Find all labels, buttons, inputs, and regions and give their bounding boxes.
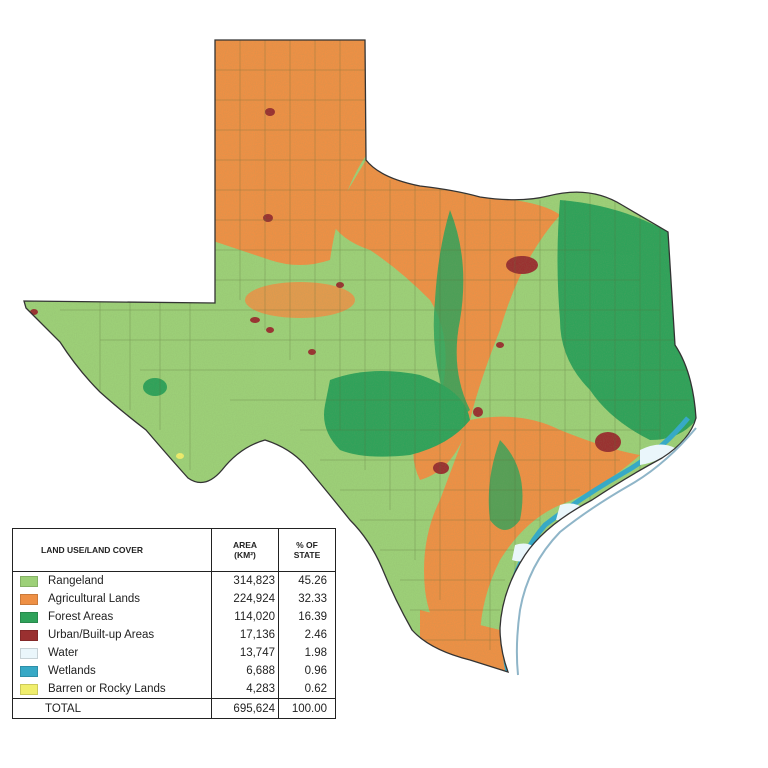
legend-header-pct: % OF STATE — [278, 528, 336, 572]
rangeland-swatch — [20, 575, 38, 587]
legend-label: Water — [48, 647, 79, 660]
legend-header-pct-line1: % OF — [296, 540, 318, 550]
legend-label: Agricultural Lands — [48, 593, 141, 606]
legend-pct: 0.62 — [278, 680, 336, 699]
legend-row-rangeland: Rangeland 314,823 45.26 — [13, 571, 336, 591]
legend-total-row: TOTAL 695,624 100.00 — [12, 698, 336, 719]
legend-area: 17,136 — [211, 626, 279, 645]
legend-area: 314,823 — [211, 571, 279, 591]
agricultural-swatch — [20, 593, 38, 605]
legend-pct: 0.96 — [278, 662, 336, 681]
urban-area — [515, 572, 525, 578]
legend-row-wetlands: Wetlands 6,688 0.96 — [13, 662, 336, 681]
legend-row-agricultural: Agricultural Lands 224,924 32.33 — [13, 590, 336, 609]
legend-label: Barren or Rocky Lands — [48, 683, 166, 696]
forest-swatch — [20, 611, 38, 623]
legend-row-urban: Urban/Built-up Areas 17,136 2.46 — [13, 626, 336, 645]
legend-header-row: LAND USE/LAND COVER AREA (km²) % OF STAT… — [12, 528, 336, 572]
legend-row-water: Water 13,747 1.98 — [13, 644, 336, 663]
legend-header-area: AREA (km²) — [211, 528, 279, 572]
legend-header-area-line2: (km²) — [234, 550, 256, 560]
legend-total-pct: 100.00 — [278, 698, 336, 719]
legend-header-pct-line2: STATE — [293, 550, 321, 560]
legend-pct: 16.39 — [278, 608, 336, 627]
legend-area: 4,283 — [211, 680, 279, 699]
land-use-legend-table: LAND USE/LAND COVER AREA (km²) % OF STAT… — [12, 528, 336, 720]
legend-header-category: LAND USE/LAND COVER — [12, 528, 212, 572]
legend-pct: 1.98 — [278, 644, 336, 663]
barren-swatch — [20, 683, 38, 695]
barrier-islands — [515, 427, 697, 676]
wetlands-swatch — [20, 665, 38, 677]
legend-label: Wetlands — [48, 665, 96, 678]
legend-pct: 45.26 — [278, 571, 336, 591]
legend-area: 114,020 — [211, 608, 279, 627]
county-grid — [60, 40, 690, 650]
legend-pct: 2.46 — [278, 626, 336, 645]
legend-total-area: 695,624 — [211, 698, 279, 719]
legend-label: Urban/Built-up Areas — [48, 629, 155, 642]
legend-label: Forest Areas — [48, 611, 114, 624]
legend-row-barren: Barren or Rocky Lands 4,283 0.62 — [13, 680, 336, 699]
urban-swatch — [20, 629, 38, 641]
legend-area: 6,688 — [211, 662, 279, 681]
legend-area: 13,747 — [211, 644, 279, 663]
legend-header-area-line1: AREA — [232, 540, 258, 550]
legend-label: Rangeland — [48, 575, 104, 587]
legend-total-label: TOTAL — [12, 698, 212, 719]
legend-row-forest: Forest Areas 114,020 16.39 — [13, 608, 336, 627]
legend-pct: 32.33 — [278, 590, 336, 609]
water-bay — [640, 444, 675, 465]
legend-area: 224,924 — [211, 590, 279, 609]
water-swatch — [20, 647, 38, 659]
